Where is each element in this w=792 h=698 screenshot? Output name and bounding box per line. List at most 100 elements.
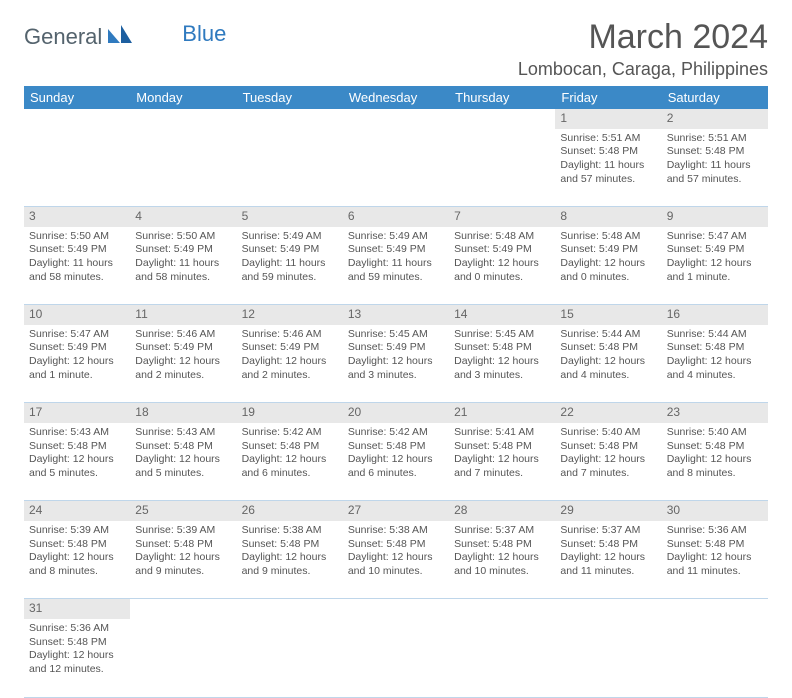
logo-sail-icon: [106, 25, 132, 50]
daylight-text: Daylight: 12 hours and 11 minutes.: [560, 551, 656, 578]
day-cell: [449, 619, 555, 697]
day-cell: Sunrise: 5:43 AMSunset: 5:48 PMDaylight:…: [24, 423, 130, 501]
day-cell: Sunrise: 5:37 AMSunset: 5:48 PMDaylight:…: [449, 521, 555, 599]
sunset-text: Sunset: 5:49 PM: [242, 243, 338, 257]
header: General Blue March 2024 Lombocan, Caraga…: [24, 18, 768, 80]
day-number: 18: [130, 403, 236, 423]
day-number: 4: [130, 207, 236, 227]
sunset-text: Sunset: 5:49 PM: [29, 243, 125, 257]
daylight-text: Daylight: 11 hours and 59 minutes.: [242, 257, 338, 284]
sunrise-text: Sunrise: 5:39 AM: [135, 524, 231, 538]
day-number: 23: [662, 403, 768, 423]
sunset-text: Sunset: 5:49 PM: [135, 341, 231, 355]
daylight-text: Daylight: 12 hours and 3 minutes.: [348, 355, 444, 382]
day-number: 22: [555, 403, 661, 423]
daylight-text: Daylight: 11 hours and 57 minutes.: [560, 159, 656, 186]
daylight-text: Daylight: 12 hours and 7 minutes.: [454, 453, 550, 480]
daylight-text: Daylight: 12 hours and 10 minutes.: [348, 551, 444, 578]
day-cell: Sunrise: 5:37 AMSunset: 5:48 PMDaylight:…: [555, 521, 661, 599]
day-number-row: 3456789: [24, 207, 768, 227]
day-number: 28: [449, 501, 555, 521]
day-content-row: Sunrise: 5:47 AMSunset: 5:49 PMDaylight:…: [24, 325, 768, 403]
sunset-text: Sunset: 5:49 PM: [29, 341, 125, 355]
day-number: 5: [237, 207, 343, 227]
sunrise-text: Sunrise: 5:45 AM: [348, 328, 444, 342]
sunset-text: Sunset: 5:49 PM: [454, 243, 550, 257]
day-cell: Sunrise: 5:48 AMSunset: 5:49 PMDaylight:…: [449, 227, 555, 305]
day-number: 8: [555, 207, 661, 227]
weekday-header: Monday: [130, 86, 236, 109]
day-number: [24, 109, 130, 129]
sunrise-text: Sunrise: 5:51 AM: [667, 132, 763, 146]
sunset-text: Sunset: 5:49 PM: [348, 341, 444, 355]
sunset-text: Sunset: 5:48 PM: [560, 440, 656, 454]
day-number: 30: [662, 501, 768, 521]
day-number: 10: [24, 305, 130, 325]
day-cell: [237, 619, 343, 697]
sunset-text: Sunset: 5:48 PM: [667, 440, 763, 454]
day-number: 6: [343, 207, 449, 227]
day-number: 1: [555, 109, 661, 129]
sunset-text: Sunset: 5:49 PM: [242, 341, 338, 355]
day-number: [555, 599, 661, 619]
day-number: 11: [130, 305, 236, 325]
sunset-text: Sunset: 5:48 PM: [29, 538, 125, 552]
day-cell: Sunrise: 5:45 AMSunset: 5:48 PMDaylight:…: [449, 325, 555, 403]
day-cell: Sunrise: 5:50 AMSunset: 5:49 PMDaylight:…: [24, 227, 130, 305]
day-number: 2: [662, 109, 768, 129]
sunset-text: Sunset: 5:48 PM: [29, 636, 125, 650]
daylight-text: Daylight: 12 hours and 6 minutes.: [242, 453, 338, 480]
day-number: [130, 599, 236, 619]
day-number-row: 31: [24, 599, 768, 619]
day-cell: [449, 129, 555, 207]
day-cell: [343, 129, 449, 207]
sunrise-text: Sunrise: 5:40 AM: [560, 426, 656, 440]
sunrise-text: Sunrise: 5:38 AM: [242, 524, 338, 538]
day-number: 20: [343, 403, 449, 423]
sunset-text: Sunset: 5:48 PM: [454, 538, 550, 552]
logo-text-general: General: [24, 24, 102, 50]
daylight-text: Daylight: 12 hours and 1 minute.: [29, 355, 125, 382]
day-cell: Sunrise: 5:36 AMSunset: 5:48 PMDaylight:…: [24, 619, 130, 697]
calendar-table: SundayMondayTuesdayWednesdayThursdayFrid…: [24, 86, 768, 698]
sunrise-text: Sunrise: 5:43 AM: [135, 426, 231, 440]
daylight-text: Daylight: 12 hours and 1 minute.: [667, 257, 763, 284]
daylight-text: Daylight: 12 hours and 4 minutes.: [667, 355, 763, 382]
day-number-row: 17181920212223: [24, 403, 768, 423]
logo: General Blue: [24, 24, 226, 50]
day-content-row: Sunrise: 5:36 AMSunset: 5:48 PMDaylight:…: [24, 619, 768, 697]
daylight-text: Daylight: 12 hours and 8 minutes.: [667, 453, 763, 480]
daylight-text: Daylight: 12 hours and 12 minutes.: [29, 649, 125, 676]
day-number: 21: [449, 403, 555, 423]
day-number: 13: [343, 305, 449, 325]
day-cell: Sunrise: 5:42 AMSunset: 5:48 PMDaylight:…: [343, 423, 449, 501]
daylight-text: Daylight: 12 hours and 9 minutes.: [242, 551, 338, 578]
sunset-text: Sunset: 5:48 PM: [242, 440, 338, 454]
sunset-text: Sunset: 5:48 PM: [242, 538, 338, 552]
sunset-text: Sunset: 5:48 PM: [667, 538, 763, 552]
day-number: [237, 109, 343, 129]
daylight-text: Daylight: 12 hours and 6 minutes.: [348, 453, 444, 480]
day-number: [449, 109, 555, 129]
day-number: 3: [24, 207, 130, 227]
day-cell: Sunrise: 5:48 AMSunset: 5:49 PMDaylight:…: [555, 227, 661, 305]
location-text: Lombocan, Caraga, Philippines: [518, 59, 768, 80]
day-cell: [343, 619, 449, 697]
sunrise-text: Sunrise: 5:49 AM: [348, 230, 444, 244]
daylight-text: Daylight: 11 hours and 59 minutes.: [348, 257, 444, 284]
sunset-text: Sunset: 5:49 PM: [667, 243, 763, 257]
day-cell: Sunrise: 5:38 AMSunset: 5:48 PMDaylight:…: [343, 521, 449, 599]
day-number: 29: [555, 501, 661, 521]
day-number: [237, 599, 343, 619]
day-cell: Sunrise: 5:40 AMSunset: 5:48 PMDaylight:…: [555, 423, 661, 501]
sunrise-text: Sunrise: 5:48 AM: [560, 230, 656, 244]
day-cell: Sunrise: 5:36 AMSunset: 5:48 PMDaylight:…: [662, 521, 768, 599]
weekday-header-row: SundayMondayTuesdayWednesdayThursdayFrid…: [24, 86, 768, 109]
day-number: 19: [237, 403, 343, 423]
day-cell: Sunrise: 5:41 AMSunset: 5:48 PMDaylight:…: [449, 423, 555, 501]
weekday-header: Tuesday: [237, 86, 343, 109]
day-cell: Sunrise: 5:51 AMSunset: 5:48 PMDaylight:…: [662, 129, 768, 207]
day-number: 7: [449, 207, 555, 227]
sunrise-text: Sunrise: 5:47 AM: [29, 328, 125, 342]
day-cell: Sunrise: 5:47 AMSunset: 5:49 PMDaylight:…: [662, 227, 768, 305]
